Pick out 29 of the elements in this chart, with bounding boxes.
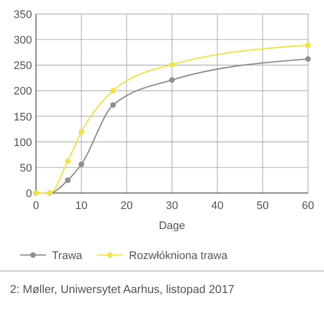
y-tick-label: 350 — [14, 9, 32, 21]
x-tick-label: 20 — [120, 200, 133, 212]
point — [64, 177, 71, 184]
legend-label: Rozwłókniona trawa — [129, 250, 228, 262]
point — [78, 162, 84, 168]
x-tick-label: 40 — [211, 200, 224, 212]
y-tick-label: 50 — [20, 162, 32, 174]
point — [110, 102, 116, 108]
y-tick-label: 250 — [14, 60, 32, 72]
x-tick-label: 50 — [256, 200, 269, 212]
point — [305, 56, 311, 62]
y-tick-label: 100 — [14, 136, 32, 149]
x-tick-label: 10 — [75, 200, 88, 212]
point — [78, 129, 84, 135]
x-axis-title: Dage — [158, 220, 186, 232]
y-tick-label: 0 — [26, 188, 32, 200]
y-tick-label: 150 — [14, 111, 32, 124]
x-tick-label: 30 — [166, 200, 178, 212]
x-tick-label: 0 — [32, 200, 40, 212]
point — [64, 158, 71, 164]
point — [169, 62, 175, 68]
point — [169, 77, 175, 83]
point — [110, 88, 116, 94]
point — [305, 42, 311, 48]
x-tick-label: 60 — [302, 200, 314, 212]
text: 2: Møller, Uniwersytet Aarhus, listopad 2017 — [10, 284, 234, 296]
y-tick-label: 300 — [14, 34, 32, 47]
legend-label: Trawa — [52, 250, 84, 262]
y-tick-label: 200 — [14, 86, 32, 98]
